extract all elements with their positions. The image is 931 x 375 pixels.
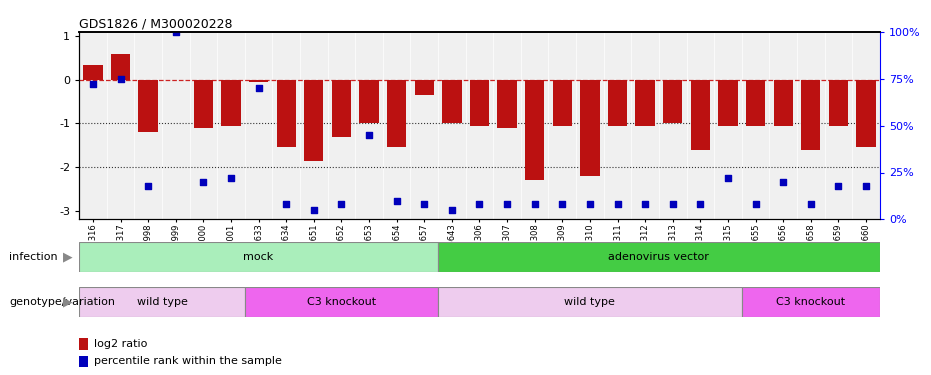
Point xyxy=(666,201,681,207)
Bar xyxy=(525,80,545,180)
Bar xyxy=(439,287,742,317)
Bar xyxy=(439,242,880,272)
Bar xyxy=(79,287,245,317)
Bar xyxy=(83,64,102,80)
Point xyxy=(223,175,238,181)
Bar xyxy=(222,80,240,126)
Text: mock: mock xyxy=(244,252,274,262)
Point xyxy=(278,201,293,207)
Point xyxy=(749,201,763,207)
Bar xyxy=(111,54,130,80)
Bar xyxy=(331,80,351,136)
Bar xyxy=(691,80,710,150)
Point xyxy=(361,132,376,138)
Bar xyxy=(746,80,765,126)
Bar xyxy=(801,80,820,150)
Bar xyxy=(442,80,462,123)
Bar xyxy=(414,80,434,95)
Bar xyxy=(857,80,876,147)
Bar xyxy=(304,80,323,160)
Bar xyxy=(194,80,213,128)
Bar xyxy=(79,356,88,367)
Point xyxy=(389,198,404,204)
Text: log2 ratio: log2 ratio xyxy=(93,339,147,349)
Bar xyxy=(774,80,793,126)
Text: C3 knockout: C3 knockout xyxy=(776,297,845,307)
Point xyxy=(858,183,873,189)
Bar xyxy=(387,80,406,147)
Text: infection: infection xyxy=(9,252,58,262)
Point xyxy=(306,207,321,213)
Text: percentile rank within the sample: percentile rank within the sample xyxy=(93,357,281,366)
Point xyxy=(334,201,349,207)
Point xyxy=(417,201,432,207)
Text: wild type: wild type xyxy=(137,297,187,307)
Point xyxy=(196,179,210,185)
Bar xyxy=(663,80,682,123)
Point xyxy=(444,207,459,213)
Text: GDS1826 / M300020228: GDS1826 / M300020228 xyxy=(79,18,233,31)
Bar xyxy=(608,80,627,126)
Text: ▶: ▶ xyxy=(63,251,73,263)
Text: adenovirus vector: adenovirus vector xyxy=(609,252,709,262)
Bar xyxy=(719,80,737,126)
Point xyxy=(693,201,708,207)
Point xyxy=(113,76,128,82)
Point xyxy=(527,201,542,207)
Bar xyxy=(497,80,517,128)
Text: ▶: ▶ xyxy=(63,296,73,308)
Point xyxy=(169,29,183,35)
Bar xyxy=(79,338,88,350)
Point xyxy=(776,179,790,185)
Bar xyxy=(829,80,848,126)
Bar xyxy=(139,80,158,132)
Point xyxy=(555,201,570,207)
Point xyxy=(803,201,818,207)
Point xyxy=(721,175,735,181)
Bar xyxy=(636,80,654,126)
Text: wild type: wild type xyxy=(564,297,615,307)
Point xyxy=(86,81,101,87)
Bar xyxy=(742,287,880,317)
Text: C3 knockout: C3 knockout xyxy=(307,297,376,307)
Point xyxy=(251,85,266,91)
Bar xyxy=(470,80,489,126)
Bar xyxy=(580,80,600,176)
Bar xyxy=(277,80,296,147)
Point xyxy=(472,201,487,207)
Point xyxy=(583,201,598,207)
Point xyxy=(141,183,155,189)
Point xyxy=(500,201,515,207)
Bar xyxy=(553,80,572,126)
Bar xyxy=(249,80,268,82)
Bar xyxy=(79,242,439,272)
Point xyxy=(638,201,653,207)
Bar xyxy=(245,287,439,317)
Bar xyxy=(359,80,379,123)
Point xyxy=(831,183,846,189)
Text: genotype/variation: genotype/variation xyxy=(9,297,115,307)
Point xyxy=(610,201,625,207)
